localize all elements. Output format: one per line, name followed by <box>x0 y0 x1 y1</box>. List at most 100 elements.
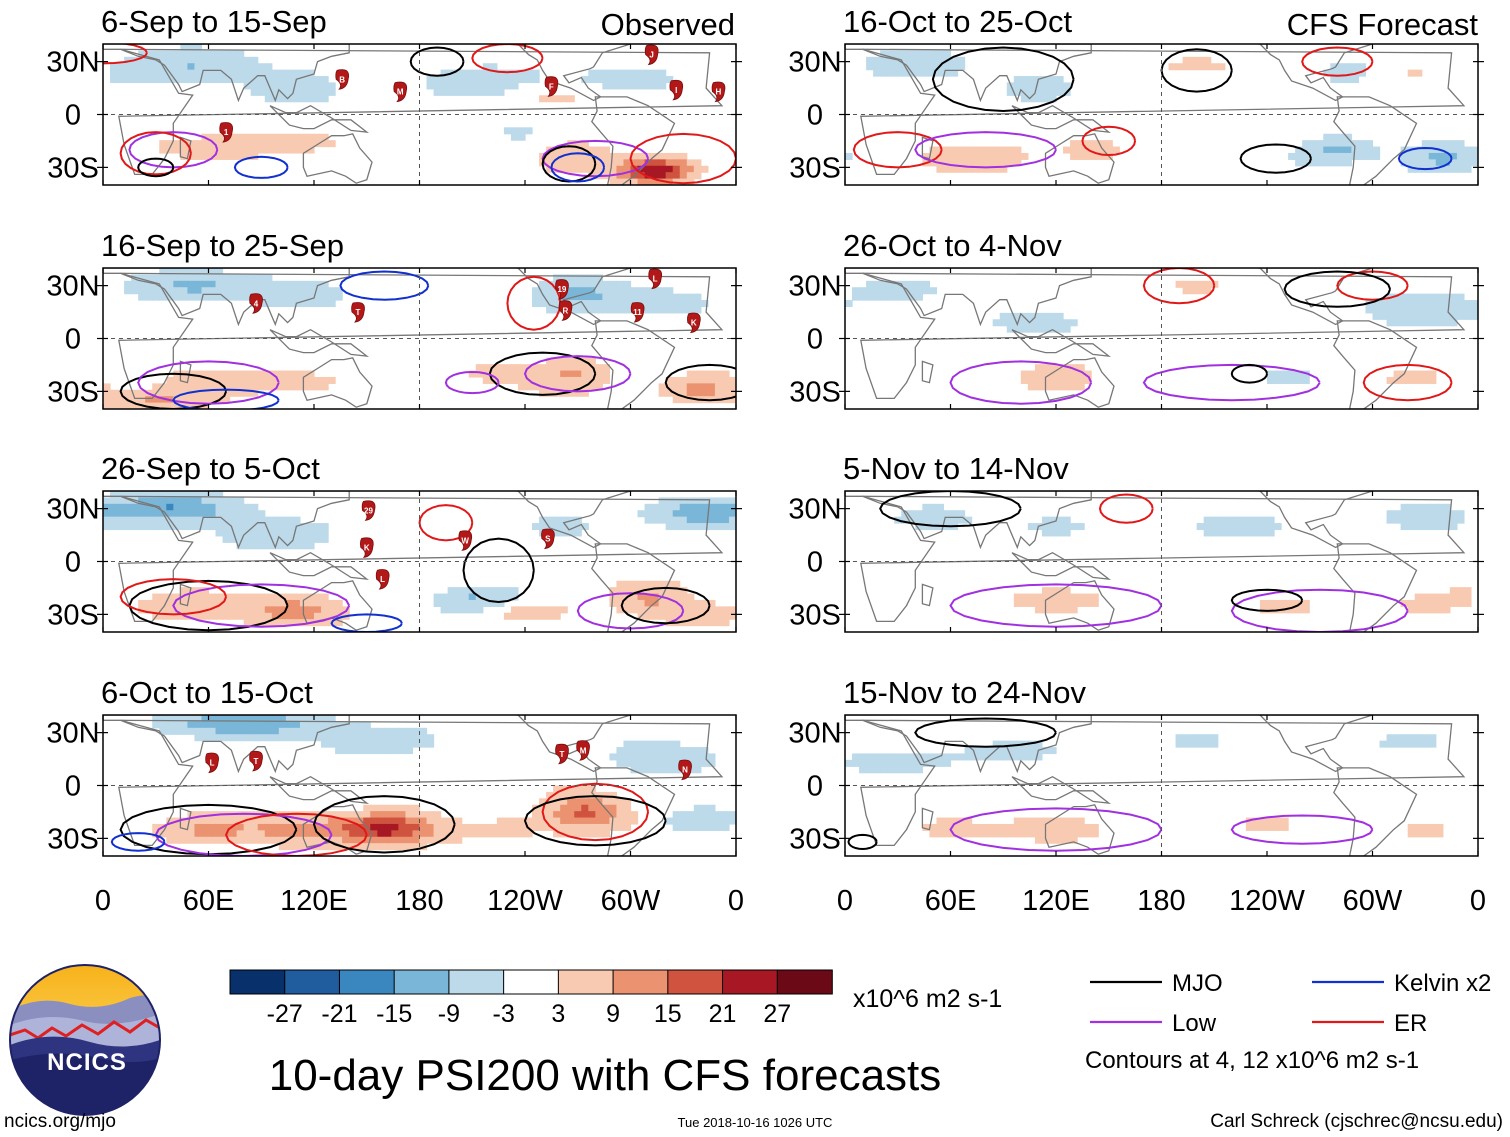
anomaly-cell <box>1048 747 1057 755</box>
anomaly-cell <box>866 63 874 71</box>
anomaly-cell <box>1252 823 1261 831</box>
coastline <box>118 719 724 847</box>
anomaly-cell <box>595 811 603 819</box>
anomaly-cell <box>440 817 449 825</box>
anomaly-cell <box>943 50 952 58</box>
anomaly-cell <box>1456 312 1465 320</box>
anomaly-cell <box>356 836 364 844</box>
anomaly-cell <box>1006 146 1015 154</box>
anomaly-cell <box>1309 152 1317 160</box>
anomaly-cell <box>1456 587 1465 595</box>
anomaly-cell <box>1070 146 1078 154</box>
anomaly-cell <box>187 811 196 819</box>
anomaly-cell <box>173 376 181 384</box>
anomaly-cell <box>574 823 582 831</box>
anomaly-cell <box>222 370 231 378</box>
anomaly-cell <box>1449 319 1458 327</box>
anomaly-cell <box>1463 306 1472 314</box>
anomaly-cell <box>1091 146 1099 154</box>
anomaly-cell <box>314 734 322 742</box>
anomaly-cell <box>943 510 952 518</box>
anomaly-cell <box>1449 293 1458 301</box>
anomaly-cell <box>321 599 329 607</box>
anomaly-cell <box>553 383 561 391</box>
anomaly-cell <box>321 593 329 601</box>
anomaly-cell <box>679 172 688 180</box>
anomaly-cell <box>1400 312 1409 320</box>
anomaly-cell <box>707 811 716 819</box>
anomaly-cell <box>398 811 407 819</box>
anomaly-cell <box>1428 159 1437 167</box>
anomaly-cell <box>384 804 392 812</box>
anomaly-cell <box>271 376 280 384</box>
anomaly-cell <box>623 606 632 614</box>
anomaly-cell <box>679 817 688 825</box>
anomaly-cell <box>1267 529 1275 537</box>
anomaly-cell <box>145 402 153 409</box>
anomaly-cell <box>328 88 336 96</box>
contour-low <box>541 139 650 178</box>
anomaly-cell <box>314 95 322 103</box>
anomaly-cell <box>574 152 582 160</box>
anomaly-cell <box>957 823 966 831</box>
anomaly-cell <box>285 619 294 627</box>
anomaly-cell <box>602 69 610 77</box>
anomaly-cell <box>1435 599 1444 607</box>
anomaly-cell <box>553 811 561 819</box>
anomaly-cell <box>215 69 224 77</box>
storm-label: W <box>461 536 469 545</box>
anomaly-cell <box>503 364 512 372</box>
anomaly-cell <box>138 523 146 531</box>
anomaly-cell <box>679 306 688 314</box>
anomaly-cell <box>314 721 322 729</box>
anomaly-cell <box>447 817 456 825</box>
anomaly-cell <box>131 274 139 282</box>
anomaly-cell <box>560 165 568 173</box>
anomaly-cell <box>271 836 280 844</box>
anomaly-cell <box>1428 599 1437 607</box>
anomaly-cell <box>1196 734 1205 742</box>
anomaly-cell <box>405 830 414 838</box>
contour-low <box>128 131 219 169</box>
anomaly-cell <box>679 516 688 524</box>
anomaly-cell <box>229 293 238 301</box>
anomaly-cell <box>1203 734 1212 742</box>
anomaly-cell <box>999 312 1008 320</box>
contour-mjo <box>847 833 878 851</box>
anomaly-cell <box>152 599 160 607</box>
anomaly-cell <box>215 510 224 518</box>
anomaly-cell <box>292 383 301 391</box>
anomaly-cell <box>999 740 1008 748</box>
anomaly-cell <box>665 516 674 524</box>
anomaly-cell <box>1400 376 1409 384</box>
anomaly-cell <box>173 593 181 601</box>
anomaly-cell <box>887 293 895 301</box>
anomaly-cell <box>957 830 966 838</box>
anomaly-cell <box>630 587 639 595</box>
anomaly-cell <box>292 843 301 851</box>
anomaly-cell <box>166 274 174 282</box>
anomaly-cell <box>447 587 456 595</box>
anomaly-cell <box>623 753 632 761</box>
anomaly-cell <box>1442 165 1451 173</box>
anomaly-cell <box>229 817 238 825</box>
anomaly-cell <box>299 146 308 154</box>
anomaly-cell <box>215 376 224 384</box>
anomaly-cell <box>1041 325 1050 333</box>
anomaly-cell <box>250 69 259 77</box>
coastline <box>179 807 192 831</box>
anomaly-cell <box>159 146 167 154</box>
anomaly-cell <box>616 159 625 167</box>
anomaly-cell <box>440 82 449 90</box>
y-tick-label: 0 <box>807 547 823 579</box>
anomaly-cell <box>285 76 294 84</box>
anomaly-cell <box>644 82 653 90</box>
anomaly-cell <box>728 523 736 531</box>
anomaly-cell <box>306 95 315 103</box>
anomaly-cell <box>292 606 301 614</box>
anomaly-cell <box>278 612 287 620</box>
anomaly-cell <box>342 747 350 755</box>
anomaly-cell <box>873 753 881 761</box>
anomaly-cell <box>1428 152 1437 160</box>
anomaly-cell <box>602 146 610 154</box>
